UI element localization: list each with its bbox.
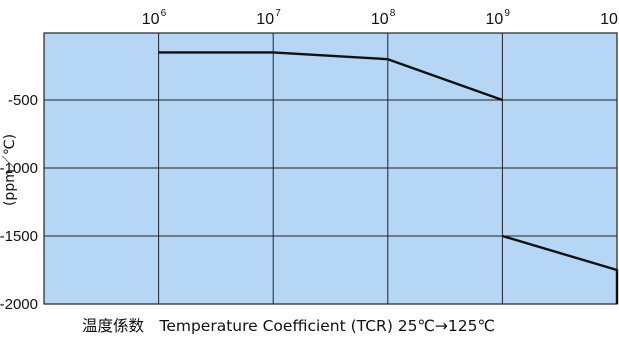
x-axis-label: 温度係数 Temperature Coefficient (TCR) 25℃→1… (82, 317, 495, 335)
y-tick-label: -1000 (0, 160, 38, 177)
x-tick-label: 10 (486, 11, 504, 28)
y-tick-label: -1500 (0, 228, 38, 245)
series-line-segment (502, 234, 619, 304)
x-tick-exponent: 7 (275, 8, 281, 19)
y-tick-labels: -500 -1000 -1500 -2000 (0, 92, 38, 313)
x-tick-label: 10 (371, 11, 389, 28)
y-tick-label: -500 (8, 92, 38, 109)
y-axis-label: (ppm／℃) (2, 134, 18, 206)
x-tick-exponent: 9 (504, 8, 510, 19)
x-tick-label: 10 (256, 11, 274, 28)
x-tick-exponent: 8 (390, 8, 396, 19)
y-tick-label: -2000 (0, 296, 38, 313)
data-series (158, 51, 619, 304)
x-tick-exponent: 6 (161, 8, 167, 19)
gridlines (44, 33, 617, 304)
x-tick-labels: 106107108109101010 (142, 8, 618, 28)
x-tick-label: 10 (600, 11, 618, 28)
series-line-segment (158, 51, 503, 102)
x-tick-label: 10 (142, 11, 160, 28)
